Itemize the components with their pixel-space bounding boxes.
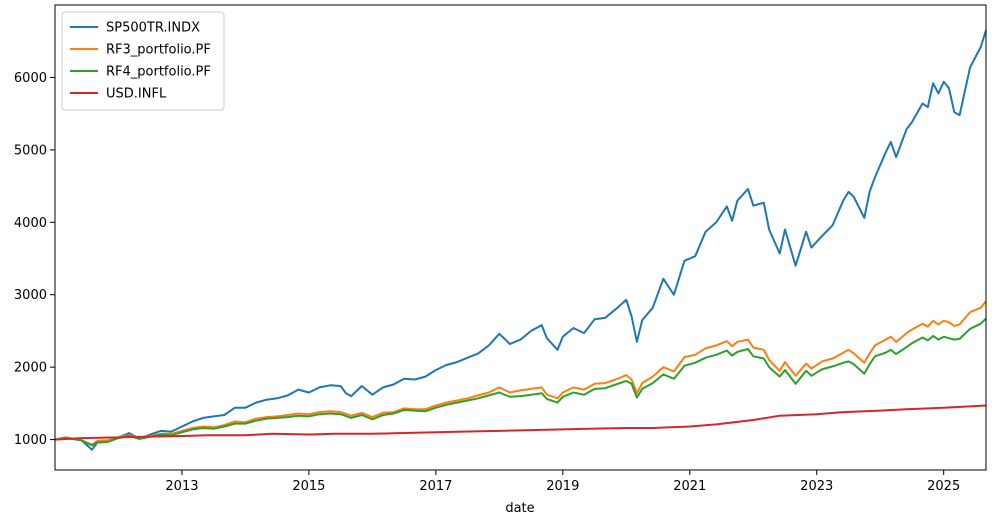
y-tick-label: 2000 bbox=[14, 361, 47, 376]
y-tick-label: 1000 bbox=[14, 433, 47, 448]
x-tick-label: 2023 bbox=[800, 479, 833, 494]
x-tick-label: 2017 bbox=[419, 479, 452, 494]
y-tick-label: 4000 bbox=[14, 216, 47, 231]
series-line-2 bbox=[54, 317, 987, 447]
legend-label-1: RF3_portfolio.PF bbox=[106, 43, 211, 58]
series-line-3 bbox=[54, 404, 987, 441]
x-tick-label: 2019 bbox=[546, 479, 579, 494]
legend-label-2: RF4_portfolio.PF bbox=[106, 65, 211, 80]
x-tick-label: 2025 bbox=[927, 479, 960, 494]
x-axis-title: date bbox=[505, 501, 534, 516]
y-tick-label: 3000 bbox=[14, 288, 47, 303]
plot-frame bbox=[54, 4, 987, 471]
y-axis: 1000 2000 3000 4000 5000 6000 bbox=[14, 71, 55, 448]
y-tick-label: 6000 bbox=[14, 71, 47, 86]
legend-label-3: USD.INFL bbox=[106, 87, 167, 102]
x-axis: 2013 2015 2017 2019 2021 2023 2025 bbox=[165, 470, 960, 494]
x-tick-label: 2015 bbox=[292, 479, 325, 494]
y-tick-label: 5000 bbox=[14, 143, 47, 158]
x-tick-label: 2013 bbox=[165, 479, 198, 494]
series-lines bbox=[54, 30, 987, 451]
series-line-0 bbox=[54, 30, 987, 451]
series-line-1 bbox=[54, 300, 987, 446]
legend: SP500TR.INDX RF3_portfolio.PF RF4_portfoli… bbox=[61, 11, 225, 111]
legend-label-0: SP500TR.INDX bbox=[106, 21, 200, 36]
legend-box bbox=[61, 11, 225, 111]
x-tick-label: 2021 bbox=[673, 479, 706, 494]
